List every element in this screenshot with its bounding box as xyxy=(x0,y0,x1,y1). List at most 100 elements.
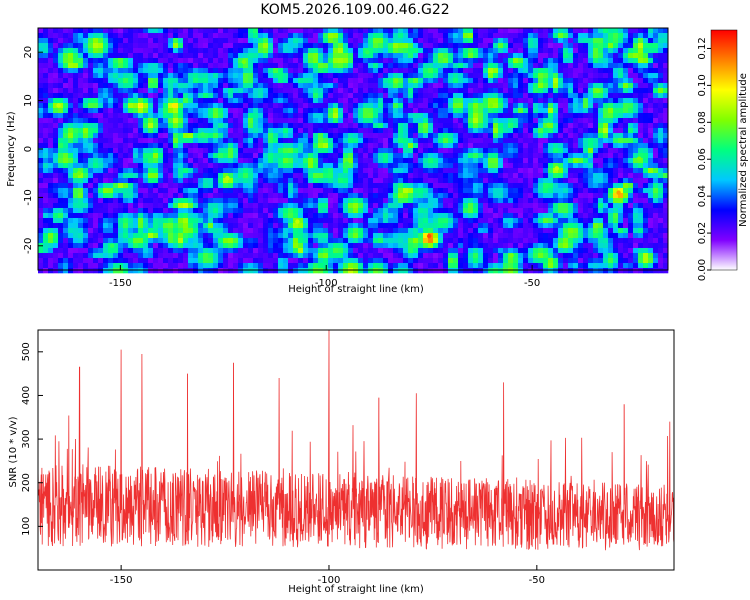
heatmap-cell xyxy=(388,183,394,189)
heatmap-cell xyxy=(538,33,544,39)
heatmap-cell xyxy=(43,48,49,54)
heatmap-cell xyxy=(313,213,319,219)
heatmap-cell xyxy=(513,123,519,129)
heatmap-cell xyxy=(583,38,589,44)
heatmap-cell xyxy=(323,93,329,99)
heatmap-cell xyxy=(328,188,334,194)
heatmap-cell xyxy=(118,53,124,59)
heatmap-cell xyxy=(38,128,44,134)
heatmap-cell xyxy=(638,138,644,144)
heatmap-cell xyxy=(473,143,479,149)
heatmap-cell xyxy=(273,83,279,89)
heatmap-cell xyxy=(488,198,494,204)
heatmap-cell xyxy=(328,173,334,179)
heatmap-cell xyxy=(348,158,354,164)
heatmap-cell xyxy=(598,218,604,224)
heatmap-cell xyxy=(503,173,509,179)
heatmap-cell xyxy=(508,188,514,194)
heatmap-cell xyxy=(648,123,654,129)
heatmap-cell xyxy=(503,88,509,94)
heatmap-cell xyxy=(328,213,334,219)
heatmap-cell xyxy=(83,53,89,59)
heatmap-cell xyxy=(513,158,519,164)
heatmap-cell xyxy=(383,218,389,224)
heatmap-cell xyxy=(93,33,99,39)
heatmap-cell xyxy=(443,188,449,194)
heatmap-cell xyxy=(63,208,69,214)
heatmap-cell xyxy=(198,43,204,49)
heatmap-cell xyxy=(418,188,424,194)
heatmap-cell xyxy=(518,183,524,189)
heatmap-cell xyxy=(133,208,139,214)
heatmap-cell xyxy=(573,63,579,69)
heatmap-cell xyxy=(273,63,279,69)
heatmap-cell xyxy=(593,103,599,109)
heatmap-cell xyxy=(223,128,229,134)
heatmap-cell xyxy=(138,198,144,204)
heatmap-cell xyxy=(323,178,329,184)
heatmap-cell xyxy=(398,188,404,194)
heatmap-cell xyxy=(363,203,369,209)
heatmap-cell xyxy=(538,123,544,129)
heatmap-cell xyxy=(508,98,514,104)
heatmap-cell xyxy=(288,123,294,129)
heatmap-cell xyxy=(103,138,109,144)
heatmap-cell xyxy=(278,78,284,84)
heatmap-cell xyxy=(58,33,64,39)
heatmap-cell xyxy=(43,33,49,39)
heatmap-cell xyxy=(328,58,334,64)
heatmap-cell xyxy=(303,88,309,94)
heatmap-cell xyxy=(68,178,74,184)
heatmap-cell xyxy=(458,143,464,149)
heatmap-cell xyxy=(298,118,304,124)
heatmap-cell xyxy=(508,178,514,184)
heatmap-cell xyxy=(78,113,84,119)
heatmap-cell xyxy=(658,213,664,219)
heatmap-cell xyxy=(643,48,649,54)
heatmap-cell xyxy=(148,188,154,194)
heatmap-cell xyxy=(478,208,484,214)
heatmap-cell xyxy=(433,148,439,154)
heatmap-cell xyxy=(153,148,159,154)
heatmap-cell xyxy=(498,68,504,74)
heatmap-cell xyxy=(353,163,359,169)
heatmap-cell xyxy=(418,98,424,104)
heatmap-cell xyxy=(443,83,449,89)
heatmap-cell xyxy=(163,143,169,149)
heatmap-cell xyxy=(438,218,444,224)
heatmap-cell xyxy=(53,178,59,184)
heatmap-cell xyxy=(488,213,494,219)
heatmap-cell xyxy=(153,138,159,144)
heatmap-cell xyxy=(178,133,184,139)
heatmap-cell xyxy=(78,153,84,159)
heatmap-cell xyxy=(518,188,524,194)
heatmap-cell xyxy=(243,118,249,124)
heatmap-cell xyxy=(458,163,464,169)
heatmap-cell xyxy=(483,113,489,119)
heatmap-cell xyxy=(578,53,584,59)
heatmap-cell xyxy=(243,213,249,219)
heatmap-cell xyxy=(388,138,394,144)
heatmap-cell xyxy=(663,153,669,159)
heatmap-cell xyxy=(573,48,579,54)
heatmap-cell xyxy=(348,48,354,54)
heatmap-cell xyxy=(653,183,659,189)
heatmap-cell xyxy=(278,88,284,94)
heatmap-cell xyxy=(163,168,169,174)
heatmap-cell xyxy=(618,38,624,44)
heatmap-cell xyxy=(173,133,179,139)
heatmap-cell xyxy=(603,33,609,39)
heatmap-cell xyxy=(428,218,434,224)
heatmap-cell xyxy=(148,63,154,69)
heatmap-cell xyxy=(338,163,344,169)
heatmap-cell xyxy=(273,208,279,214)
heatmap-cell xyxy=(293,128,299,134)
heatmap-cell xyxy=(348,53,354,59)
heatmap-cell xyxy=(303,218,309,224)
heatmap-cell xyxy=(48,178,54,184)
heatmap-cell xyxy=(248,38,254,44)
heatmap-cell xyxy=(413,183,419,189)
heatmap-cell xyxy=(573,113,579,119)
heatmap-cell xyxy=(158,113,164,119)
heatmap-cell xyxy=(428,48,434,54)
